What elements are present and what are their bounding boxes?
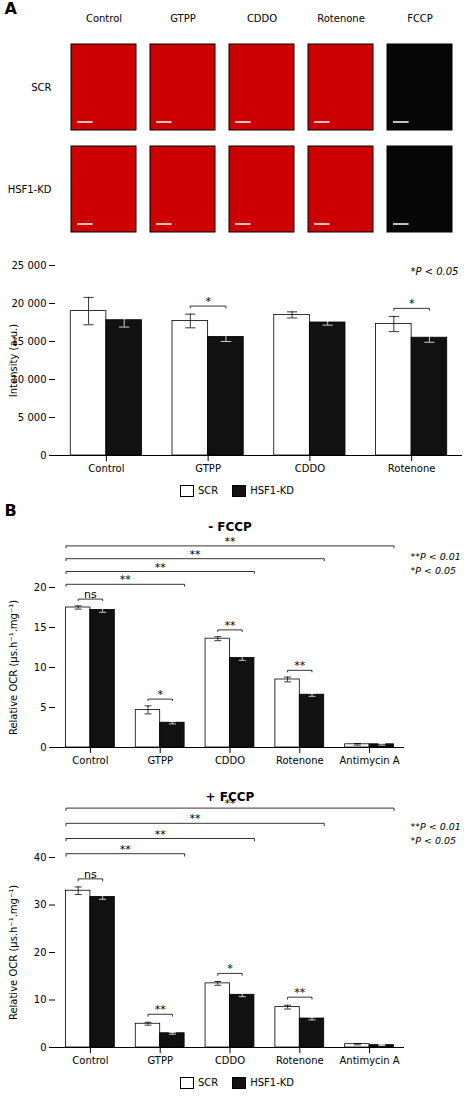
svg-text:**: **	[190, 812, 202, 825]
svg-text:Control: Control	[72, 755, 108, 766]
svg-text:**: **	[294, 986, 306, 999]
svg-text:10: 10	[34, 994, 47, 1005]
svg-text:ns: ns	[84, 588, 97, 601]
svg-text:Antimycin A: Antimycin A	[340, 755, 400, 766]
svg-text:5 000: 5 000	[18, 412, 47, 423]
svg-text:FCCP: FCCP	[407, 13, 433, 24]
svg-text:0: 0	[40, 450, 46, 461]
svg-text:GTPP: GTPP	[170, 13, 196, 24]
svg-text:Rotenone: Rotenone	[388, 463, 436, 474]
svg-text:15 000: 15 000	[11, 335, 47, 347]
svg-text:**: **	[155, 1003, 167, 1016]
svg-text:20: 20	[34, 947, 47, 958]
html-text:HSF1-KD: HSF1-KD	[250, 485, 295, 496]
svg-text:*P < 0.05: *P < 0.05	[411, 565, 457, 576]
svg-text:GTPP: GTPP	[147, 1055, 173, 1066]
svg-text:Relative OCR (μs.h⁻¹.mg⁻¹): Relative OCR (μs.h⁻¹.mg⁻¹)	[8, 600, 19, 735]
svg-text:GTPP: GTPP	[147, 755, 173, 766]
svg-text:**: **	[225, 619, 237, 632]
svg-text:Control: Control	[72, 1055, 108, 1066]
svg-text:20: 20	[34, 582, 47, 593]
svg-text:**P < 0.01: **P < 0.01	[411, 551, 461, 562]
svg-text:**P < 0.01: **P < 0.01	[411, 821, 461, 832]
svg-text:*: *	[409, 297, 415, 310]
svg-text:GTPP: GTPP	[195, 463, 221, 474]
svg-text:25 000: 25 000	[12, 260, 47, 271]
svg-text:HSF1-KD: HSF1-KD	[8, 184, 52, 195]
svg-text:0: 0	[40, 742, 46, 753]
svg-text:**: **	[120, 843, 132, 856]
svg-text:B: B	[5, 502, 17, 520]
svg-text:*: *	[205, 295, 211, 308]
svg-text:**: **	[225, 535, 237, 548]
svg-text:- FCCP: - FCCP	[208, 520, 252, 534]
html-text:SCR: SCR	[197, 485, 219, 496]
svg-text:*P < 0.05: *P < 0.05	[410, 266, 458, 277]
svg-text:**: **	[190, 548, 202, 561]
svg-text:CDDO: CDDO	[215, 755, 245, 766]
svg-text:+ FCCP: + FCCP	[206, 790, 255, 804]
svg-text:Control: Control	[88, 463, 124, 474]
svg-text:Control: Control	[86, 13, 122, 24]
svg-text:**: **	[294, 659, 306, 672]
svg-text:*: *	[227, 962, 233, 975]
svg-text:*P < 0.05: *P < 0.05	[411, 835, 457, 846]
html-text:HSF1-KD: HSF1-KD	[250, 1077, 295, 1088]
svg-text:30: 30	[34, 899, 47, 910]
svg-text:**: **	[155, 561, 167, 574]
svg-text:Relative OCR (μs.h⁻¹.mg⁻¹): Relative OCR (μs.h⁻¹.mg⁻¹)	[8, 885, 19, 1020]
html-text:SCR: SCR	[197, 1077, 219, 1088]
svg-text:Intensity (a.u.): Intensity (a.u.)	[8, 324, 19, 397]
svg-text:0: 0	[40, 1042, 46, 1053]
svg-text:5: 5	[40, 702, 46, 713]
svg-text:SCR: SCR	[31, 82, 51, 93]
svg-text:Rotenone: Rotenone	[276, 1055, 324, 1066]
svg-text:CDDO: CDDO	[247, 13, 277, 24]
svg-text:20 000: 20 000	[12, 298, 47, 309]
svg-text:*: *	[157, 688, 163, 701]
svg-text:15: 15	[34, 622, 47, 633]
svg-text:Rotenone: Rotenone	[276, 755, 324, 766]
svg-text:CDDO: CDDO	[215, 1055, 245, 1066]
svg-text:**: **	[155, 828, 167, 841]
svg-text:40: 40	[34, 852, 47, 863]
svg-text:CDDO: CDDO	[295, 463, 325, 474]
svg-text:A: A	[5, 0, 18, 18]
svg-text:Antimycin A: Antimycin A	[340, 1055, 400, 1066]
svg-text:10: 10	[34, 662, 47, 673]
svg-text:ns: ns	[84, 868, 97, 881]
svg-text:Rotenone: Rotenone	[317, 13, 365, 24]
svg-text:10 000: 10 000	[11, 373, 47, 385]
svg-text:**: **	[120, 573, 132, 586]
